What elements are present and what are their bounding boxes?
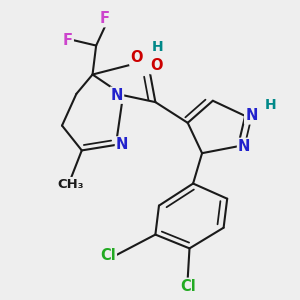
Text: F: F [63,32,73,47]
Text: F: F [100,11,110,26]
Text: H: H [152,40,164,54]
Text: O: O [150,58,163,73]
Text: CH₃: CH₃ [58,178,84,191]
Text: N: N [116,137,128,152]
Text: N: N [238,139,250,154]
Text: N: N [111,88,123,103]
Text: O: O [130,50,143,65]
Text: Cl: Cl [100,248,116,263]
Text: H: H [265,98,277,112]
Text: N: N [245,108,257,123]
Text: Cl: Cl [180,279,196,294]
